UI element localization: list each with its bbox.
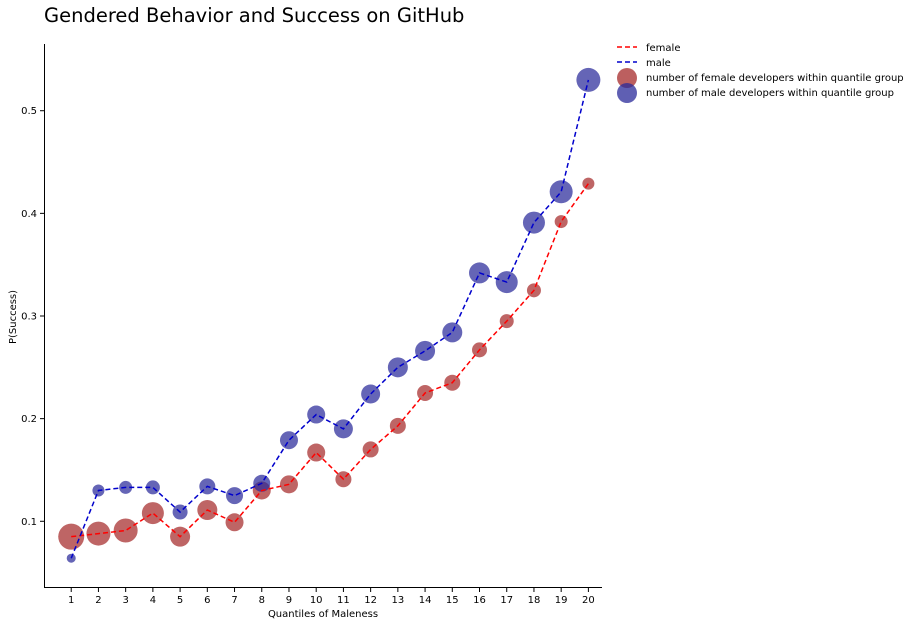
female-marker-12 bbox=[362, 441, 379, 458]
series-layer bbox=[58, 67, 601, 563]
female-marker-20 bbox=[582, 177, 595, 190]
y-axis-label: P(Success) bbox=[8, 290, 19, 344]
male-line bbox=[70, 79, 590, 559]
x-tick-label: 6 bbox=[204, 595, 210, 606]
x-tick-label: 9 bbox=[286, 595, 292, 606]
female-marker-19 bbox=[554, 215, 568, 229]
lines bbox=[70, 79, 590, 559]
male-marker-7 bbox=[226, 487, 244, 505]
x-tick-label: 8 bbox=[259, 595, 265, 606]
x-tick-label: 17 bbox=[500, 595, 513, 606]
x-tick-label: 10 bbox=[310, 595, 323, 606]
chart-title: Gendered Behavior and Success on GitHub bbox=[44, 4, 464, 27]
male-marker-15 bbox=[442, 322, 463, 343]
y-tick-label: 0.3 bbox=[21, 312, 37, 323]
markers bbox=[58, 67, 601, 563]
x-tick-label: 18 bbox=[528, 595, 541, 606]
legend-female-marker bbox=[617, 68, 637, 88]
x-tick-label: 20 bbox=[582, 595, 595, 606]
x-tick-label: 3 bbox=[122, 595, 128, 606]
male-marker-19 bbox=[549, 180, 573, 204]
y-tick-label: 0.1 bbox=[21, 517, 37, 528]
x-tick-label: 7 bbox=[231, 595, 237, 606]
x-tick-label: 4 bbox=[150, 595, 156, 606]
x-axis-label: Quantiles of Maleness bbox=[268, 609, 378, 620]
legend-male-marker bbox=[617, 83, 637, 103]
legend-male-label: male bbox=[646, 58, 671, 69]
x-tick-label: 12 bbox=[364, 595, 377, 606]
male-marker-14 bbox=[415, 340, 436, 361]
legend-female-label: female bbox=[646, 43, 680, 54]
legend-female-marker-label: number of female developers within quant… bbox=[646, 73, 904, 84]
legend-male-marker-label: number of male developers within quantil… bbox=[646, 88, 894, 99]
male-marker-12 bbox=[361, 384, 381, 404]
female-marker-10 bbox=[307, 443, 326, 462]
x-ticks: 1 2 3 4 5 6 7 8 9 10 11 12 13 14 15 16 17 18 19 20 bbox=[68, 588, 595, 606]
female-line bbox=[71, 183, 589, 538]
male-marker-9 bbox=[279, 431, 298, 450]
female-marker-3 bbox=[113, 518, 138, 543]
y-tick-label: 0.2 bbox=[21, 414, 37, 425]
x-tick-label: 2 bbox=[95, 595, 101, 606]
x-tick-label: 11 bbox=[337, 595, 350, 606]
legend: female male number of female developers … bbox=[617, 43, 904, 103]
male-marker-13 bbox=[387, 357, 408, 378]
x-tick-label: 19 bbox=[555, 595, 568, 606]
y-ticks: 0.1 0.2 0.3 0.4 0.5 bbox=[21, 106, 44, 528]
y-tick-label: 0.4 bbox=[21, 209, 37, 220]
female-marker-7 bbox=[225, 513, 244, 532]
female-marker-4 bbox=[141, 502, 164, 525]
x-tick-label: 15 bbox=[446, 595, 459, 606]
x-tick-label: 13 bbox=[391, 595, 404, 606]
male-marker-18 bbox=[522, 211, 545, 234]
y-tick-label: 0.5 bbox=[21, 106, 37, 117]
x-tick-label: 14 bbox=[419, 595, 432, 606]
x-tick-label: 1 bbox=[68, 595, 74, 606]
x-tick-label: 16 bbox=[473, 595, 486, 606]
x-tick-label: 5 bbox=[177, 595, 183, 606]
